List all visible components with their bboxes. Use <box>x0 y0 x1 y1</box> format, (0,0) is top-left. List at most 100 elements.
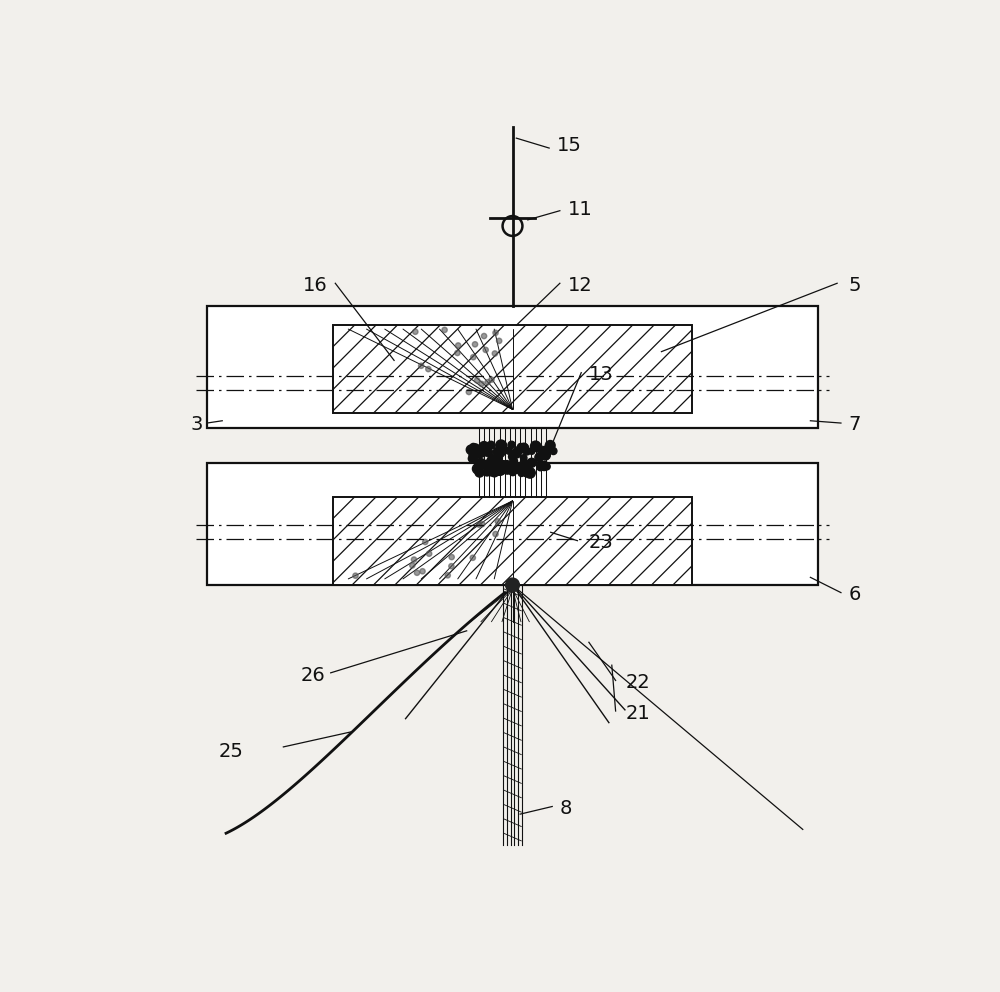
Circle shape <box>479 381 484 387</box>
Circle shape <box>550 447 557 454</box>
Circle shape <box>496 461 505 469</box>
Circle shape <box>535 443 542 451</box>
Circle shape <box>419 363 424 368</box>
Circle shape <box>469 451 476 458</box>
Bar <box>333 497 692 585</box>
Circle shape <box>476 463 484 471</box>
Text: 3: 3 <box>191 415 203 434</box>
Circle shape <box>455 350 460 355</box>
Circle shape <box>500 442 506 449</box>
Circle shape <box>518 465 525 472</box>
Circle shape <box>475 459 482 466</box>
Circle shape <box>480 522 485 527</box>
Circle shape <box>466 445 476 454</box>
Circle shape <box>525 467 535 478</box>
Circle shape <box>495 447 505 457</box>
Circle shape <box>466 389 472 395</box>
Circle shape <box>477 522 482 528</box>
Circle shape <box>479 441 489 451</box>
Circle shape <box>481 333 487 338</box>
Circle shape <box>486 449 493 456</box>
Circle shape <box>410 562 415 568</box>
Circle shape <box>472 341 478 347</box>
Circle shape <box>496 440 506 450</box>
Circle shape <box>493 330 498 335</box>
Circle shape <box>545 440 555 450</box>
Circle shape <box>510 457 517 465</box>
Circle shape <box>491 466 501 475</box>
Circle shape <box>496 338 502 343</box>
Text: 8: 8 <box>560 799 572 817</box>
Circle shape <box>445 572 450 578</box>
Text: 7: 7 <box>849 415 861 434</box>
Circle shape <box>509 452 517 461</box>
Text: 21: 21 <box>626 703 650 723</box>
Circle shape <box>520 454 527 461</box>
Circle shape <box>490 468 499 477</box>
Circle shape <box>482 460 490 469</box>
Circle shape <box>486 465 496 476</box>
Circle shape <box>487 456 496 466</box>
Circle shape <box>494 465 504 475</box>
Circle shape <box>523 470 530 477</box>
Circle shape <box>511 458 518 464</box>
Text: 11: 11 <box>567 199 592 218</box>
Circle shape <box>537 450 546 458</box>
Circle shape <box>513 447 522 455</box>
Circle shape <box>493 532 498 537</box>
Circle shape <box>353 573 358 578</box>
Circle shape <box>420 568 425 574</box>
Circle shape <box>497 441 507 450</box>
Circle shape <box>476 448 485 457</box>
Text: 5: 5 <box>849 276 861 295</box>
Circle shape <box>542 451 550 459</box>
Circle shape <box>492 453 502 464</box>
Circle shape <box>487 441 495 449</box>
Circle shape <box>482 443 490 451</box>
Circle shape <box>498 460 508 470</box>
Circle shape <box>520 464 529 473</box>
Circle shape <box>426 366 431 372</box>
Circle shape <box>426 551 432 557</box>
Circle shape <box>531 441 541 451</box>
Bar <box>333 325 692 413</box>
Circle shape <box>470 556 475 560</box>
Text: 25: 25 <box>219 742 244 761</box>
Circle shape <box>493 453 502 463</box>
Circle shape <box>411 557 417 562</box>
Circle shape <box>535 453 543 461</box>
Circle shape <box>517 465 524 472</box>
Circle shape <box>520 443 528 451</box>
Circle shape <box>509 468 516 475</box>
Circle shape <box>489 377 494 382</box>
Circle shape <box>483 448 491 456</box>
Circle shape <box>486 467 493 475</box>
Text: 23: 23 <box>589 534 614 553</box>
Circle shape <box>483 347 488 352</box>
Circle shape <box>485 380 490 385</box>
Text: 15: 15 <box>557 136 582 156</box>
Circle shape <box>492 459 501 469</box>
Circle shape <box>522 460 530 468</box>
Circle shape <box>475 468 484 477</box>
Circle shape <box>442 327 447 332</box>
Circle shape <box>511 453 517 459</box>
Circle shape <box>523 447 531 455</box>
Circle shape <box>474 378 480 383</box>
Circle shape <box>449 555 454 559</box>
Circle shape <box>470 443 477 450</box>
Bar <box>207 307 818 429</box>
Circle shape <box>493 447 502 456</box>
Circle shape <box>468 455 475 462</box>
Circle shape <box>517 443 524 450</box>
Circle shape <box>471 354 476 360</box>
Circle shape <box>502 460 511 469</box>
Circle shape <box>414 570 420 575</box>
Circle shape <box>506 578 519 592</box>
Circle shape <box>543 463 550 470</box>
Circle shape <box>527 458 536 467</box>
Circle shape <box>540 461 549 470</box>
Circle shape <box>456 343 461 348</box>
Circle shape <box>537 460 544 467</box>
Text: 16: 16 <box>303 276 328 295</box>
